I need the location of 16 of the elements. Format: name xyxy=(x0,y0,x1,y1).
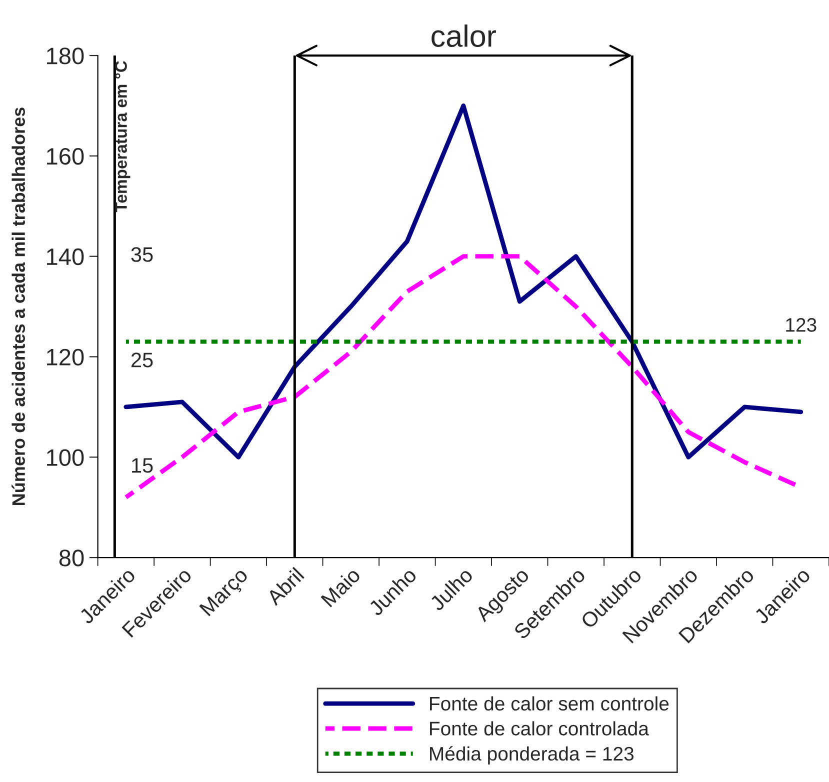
y-tick-label: 180 xyxy=(47,48,84,64)
text: calor xyxy=(432,24,496,47)
ref-line-label: Temperatura em °C xyxy=(115,60,130,212)
legend-label: Fonte de calor controlada xyxy=(430,721,649,736)
y-tick-label: 80 xyxy=(59,550,84,566)
y-tick-label: 100 xyxy=(47,449,84,466)
annotation: 35 xyxy=(131,247,153,262)
annotation: 15 xyxy=(132,458,153,473)
y-tick-label: 160 xyxy=(47,148,84,165)
y-tick-label: 140 xyxy=(47,248,84,266)
data-label: 123 xyxy=(786,318,816,332)
legend-label: Fonte de calor sem controle xyxy=(430,696,669,711)
annotation: 25 xyxy=(131,352,153,368)
legend-label: Média ponderada = 123 xyxy=(430,746,634,764)
y-axis-title: Número de acidentes a cada mil trabalhadores xyxy=(12,108,25,506)
y-tick-label: 120 xyxy=(47,348,84,366)
